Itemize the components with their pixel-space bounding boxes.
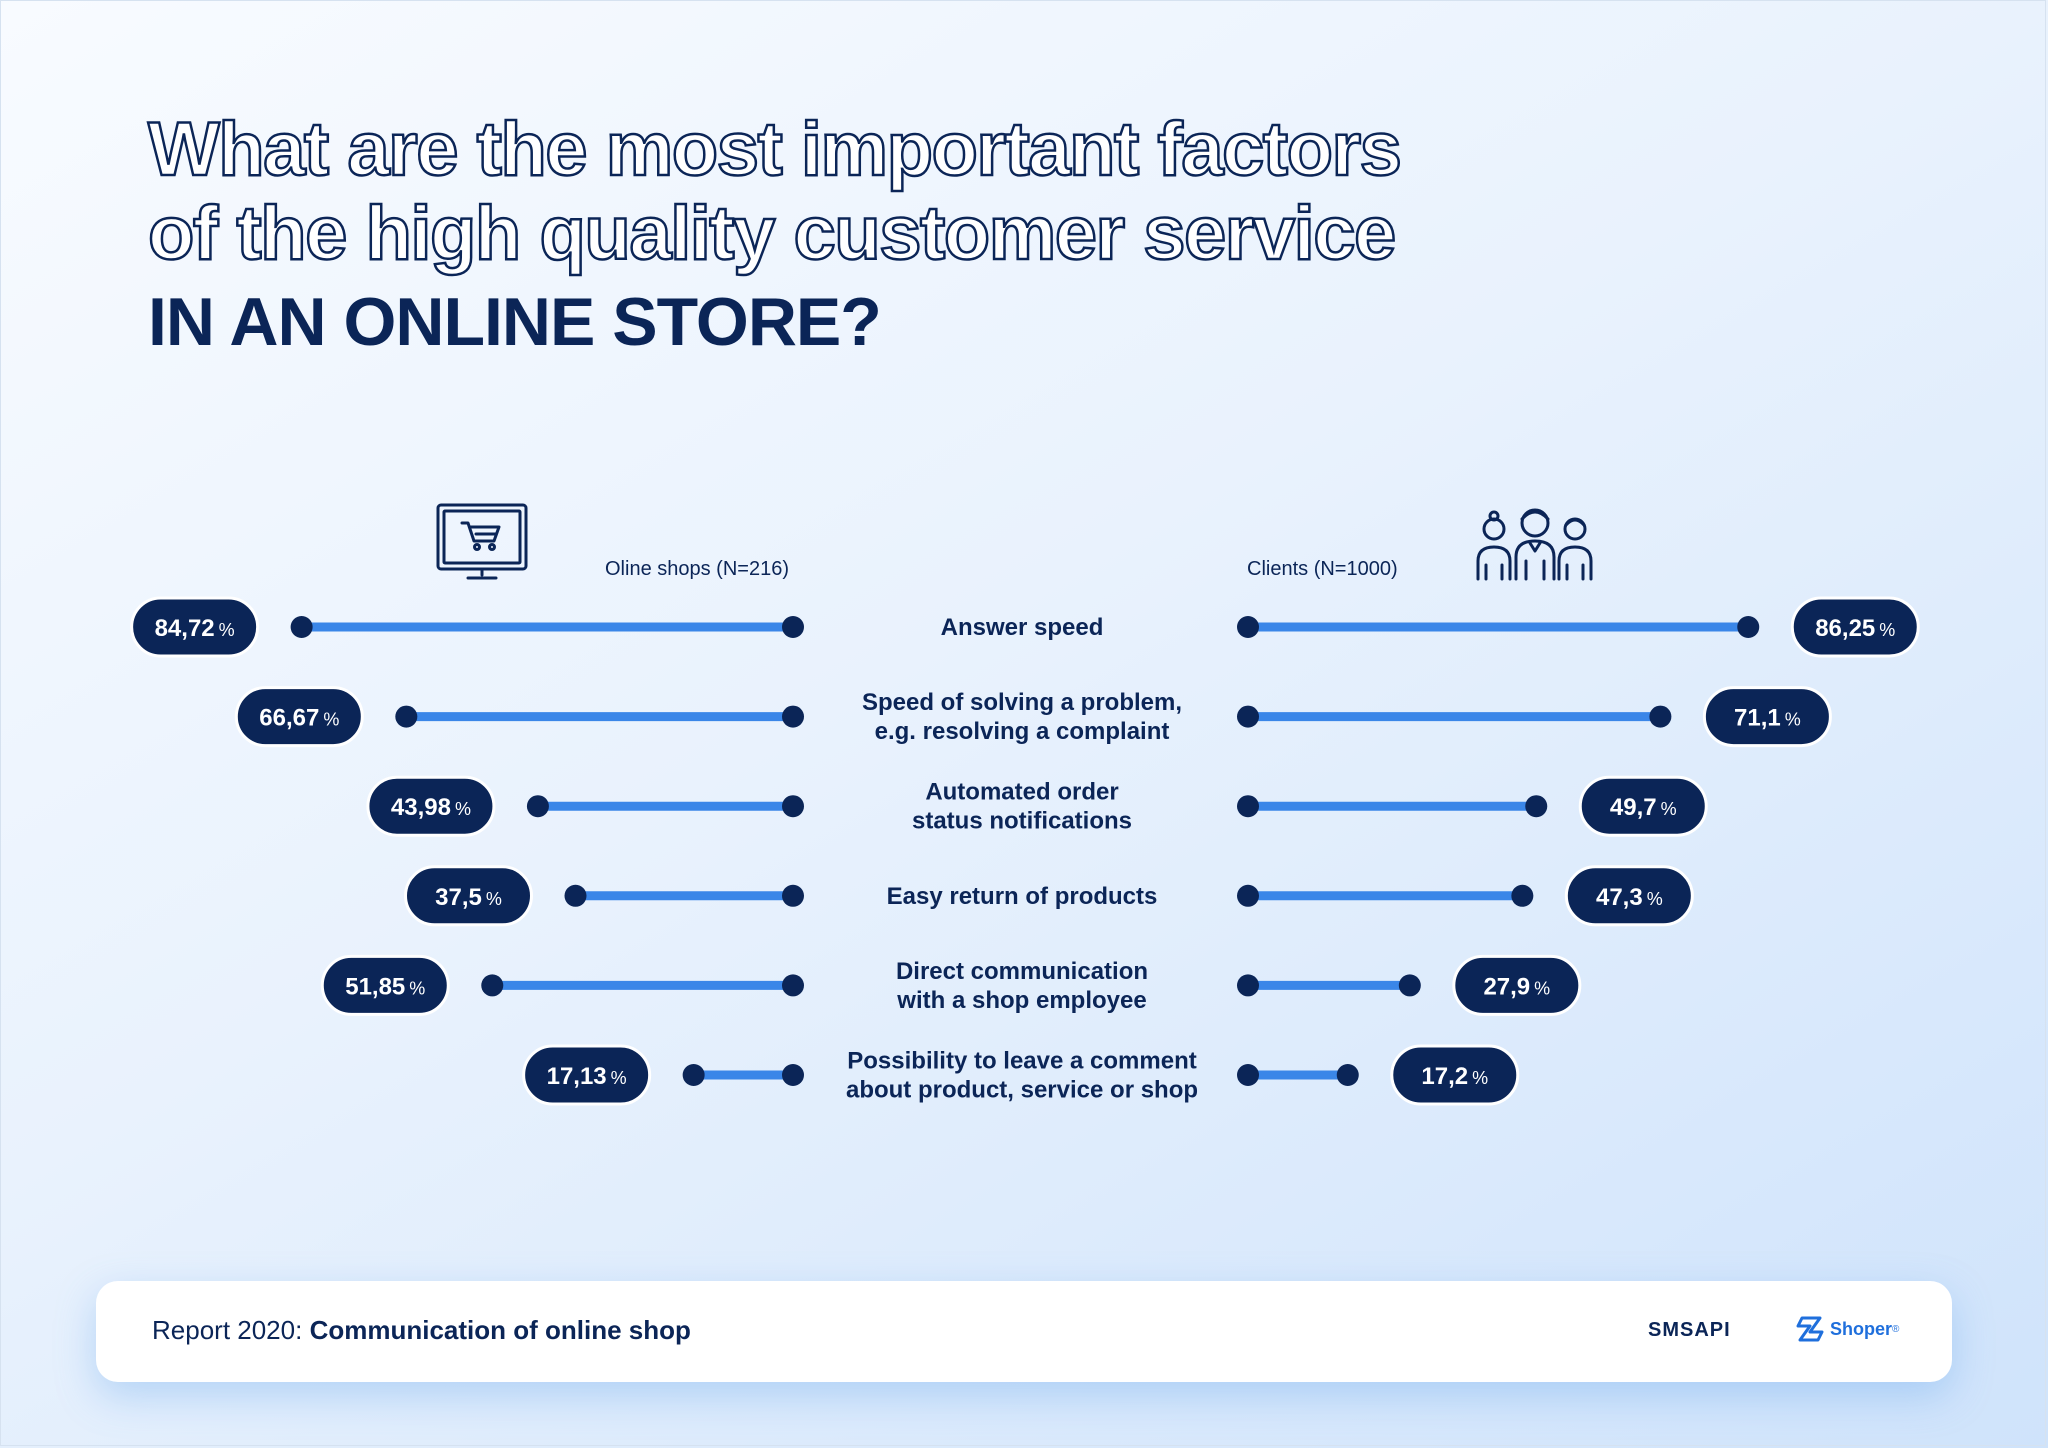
- left-bar-start-dot: [782, 1064, 804, 1086]
- left-value-pill: [404, 865, 533, 927]
- left-bar-end-dot: [481, 974, 504, 997]
- report-caption: Report 2020: Communication of online sho…: [152, 1315, 691, 1346]
- shoper-mark-icon: [1796, 1316, 1824, 1342]
- right-value-pill: [1790, 596, 1920, 658]
- left-bar-end-dot: [395, 705, 418, 728]
- right-value-pill: [1578, 775, 1708, 837]
- left-series-label: Oline shops (N=216): [605, 558, 789, 580]
- right-bar-end-dot: [1336, 1064, 1359, 1086]
- smsapi-logo: SMSAPI: [1648, 1319, 1731, 1341]
- left-value-pill: [320, 954, 450, 1016]
- category-label: Speed of solving a problem,: [862, 689, 1182, 716]
- left-value-pill: [522, 1044, 652, 1106]
- left-bar-end-dot: [682, 1064, 705, 1086]
- right-data-label: 17,2%: [1421, 1063, 1488, 1090]
- title-line-1: What are the most important factors: [147, 106, 1403, 193]
- report-prefix: Report 2020:: [152, 1315, 310, 1345]
- left-value-pill: [366, 775, 496, 837]
- right-bar-end-dot: [1511, 884, 1534, 907]
- right-data-label: 27,9%: [1483, 973, 1550, 1000]
- right-value-pill: [1452, 954, 1582, 1016]
- category-label: Answer speed: [941, 614, 1104, 641]
- right-data-label: 86,25%: [1815, 615, 1895, 642]
- right-data-label: 47,3%: [1596, 884, 1663, 911]
- left-bar-start-dot: [782, 705, 804, 728]
- right-value-pill: [1390, 1044, 1520, 1106]
- left-value-pill: [234, 686, 364, 748]
- category-label: Direct communication: [896, 958, 1148, 985]
- left-bar-start-dot: [782, 795, 804, 818]
- shoper-logo-text: Shoper: [1830, 1318, 1893, 1339]
- shoper-logo-mark: ®: [1892, 1323, 1900, 1335]
- left-bar-end-dot: [526, 795, 549, 818]
- left-data-label: 84,72%: [155, 615, 235, 642]
- right-bar-start-dot: [1237, 616, 1259, 638]
- left-bar-end-dot: [290, 616, 313, 638]
- chart-title: What are the most important factors of t…: [147, 106, 1403, 362]
- left-data-label: 37,5%: [435, 884, 502, 911]
- category-label: status notifications: [912, 808, 1132, 835]
- right-value-pill: [1564, 865, 1694, 927]
- left-data-label: 51,85%: [345, 973, 425, 1000]
- title-line-2: of the high quality customer service: [147, 190, 1398, 277]
- people-group-icon: [1476, 508, 1593, 581]
- right-bar-start-dot: [1237, 974, 1259, 997]
- category-label: Easy return of products: [887, 883, 1158, 910]
- right-bar-start-dot: [1237, 884, 1259, 907]
- right-bar-end-dot: [1649, 705, 1672, 728]
- right-bar-start-dot: [1237, 705, 1259, 728]
- category-label: Automated order: [925, 779, 1118, 806]
- right-bar-end-dot: [1398, 974, 1421, 997]
- right-bar-end-dot: [1737, 616, 1760, 638]
- shopping-cart-monitor-icon: [436, 503, 528, 580]
- left-bar-start-dot: [782, 974, 804, 997]
- category-label: with a shop employee: [896, 987, 1146, 1014]
- footer-card: Report 2020: Communication of online sho…: [96, 1281, 1952, 1382]
- left-data-label: 17,13%: [547, 1063, 627, 1090]
- category-label: e.g. resolving a complaint: [875, 718, 1170, 745]
- category-label: Possibility to leave a comment: [847, 1048, 1196, 1075]
- left-bar-end-dot: [564, 884, 587, 907]
- left-bar-start-dot: [782, 884, 804, 907]
- category-label: about product, service or shop: [846, 1077, 1198, 1104]
- right-value-pill: [1702, 686, 1832, 748]
- report-title: Communication of online shop: [309, 1315, 691, 1345]
- left-data-label: 43,98%: [391, 794, 471, 821]
- title-line-3: IN AN ONLINE STORE?: [148, 284, 882, 360]
- left-value-pill: [130, 596, 260, 658]
- right-series-label: Clients (N=1000): [1247, 558, 1398, 580]
- right-bar-start-dot: [1237, 1064, 1259, 1086]
- shoper-logo: Shoper ®: [1796, 1309, 1899, 1349]
- left-bar-start-dot: [782, 616, 804, 638]
- right-bar-start-dot: [1237, 795, 1259, 818]
- left-data-label: 66,67%: [259, 705, 339, 732]
- right-data-label: 49,7%: [1610, 794, 1677, 821]
- right-data-label: 71,1%: [1734, 705, 1801, 732]
- right-bar-end-dot: [1525, 795, 1548, 818]
- diverging-bar-chart: Answer speed 84,72% 86,25 % Speed of solving…: [130, 596, 1920, 1106]
